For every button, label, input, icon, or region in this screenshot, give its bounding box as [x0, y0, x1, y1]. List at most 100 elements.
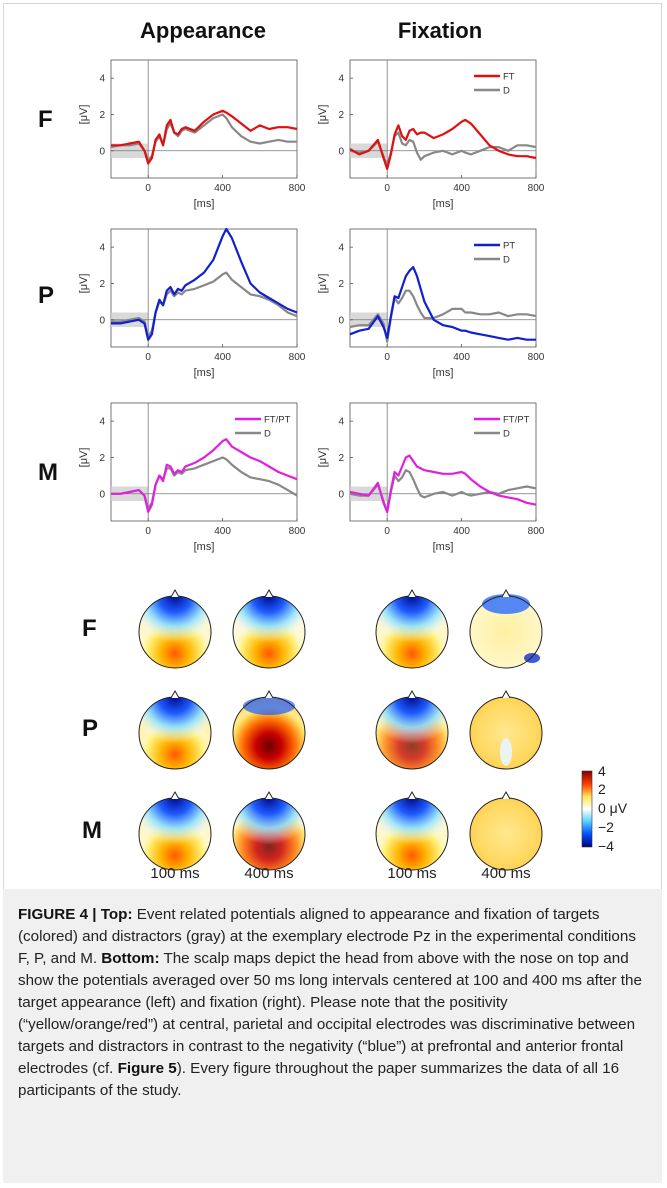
erp-xaxis-label: [ms] — [433, 541, 454, 553]
erp-panel-appearance-f: 0 2 4 0 400 800 [ms] [μV] — [78, 59, 306, 210]
erp-ytick-label: 4 — [99, 74, 105, 85]
scalp-map-m-fixation-100 — [375, 790, 449, 871]
caption-bottom-text-1: The scalp maps depict the head from abov… — [18, 950, 642, 1077]
erp-ytick-label: 0 — [338, 489, 344, 500]
erp-xaxis-label: [ms] — [194, 367, 215, 379]
erp-plot-frame — [110, 59, 298, 179]
erp-xaxis-label: [ms] — [433, 367, 454, 379]
scalp-row-label-m: M — [82, 817, 102, 844]
erp-xtick-label: 0 — [384, 352, 390, 363]
scalp-map-m-appearance-100 — [138, 790, 212, 871]
erp-xtick-label: 800 — [289, 352, 306, 363]
scalp-row-label-f: F — [82, 615, 97, 642]
colorbar-tick-0: 0 μV — [598, 800, 628, 816]
erp-xtick-label: 0 — [384, 526, 390, 537]
erp-ytick-label: 4 — [99, 417, 105, 428]
legend-label-d: D — [503, 86, 510, 97]
erp-xtick-label: 800 — [289, 183, 306, 194]
erp-yaxis-label: [μV] — [78, 448, 90, 468]
scalp-map-p-fixation-400 — [469, 689, 543, 770]
erp-xtick-label: 0 — [145, 352, 151, 363]
colorbar-gradient — [581, 770, 593, 848]
erp-xaxis-label: [ms] — [194, 198, 215, 210]
erp-xtick-label: 400 — [453, 526, 470, 537]
erp-ytick-label: 0 — [338, 315, 344, 326]
erp-panel-fixation-m: 0 2 4 0 400 800 [ms] [μV] FT/PT D — [317, 402, 545, 553]
scalp-row-label-p: P — [82, 715, 98, 742]
erp-series-ft-line — [349, 118, 537, 170]
scalp-time-label-appearance-400: 400 ms — [244, 865, 293, 882]
scalp-maps — [138, 588, 543, 871]
scalp-map-f-fixation-100 — [375, 588, 449, 669]
erp-ytick-label: 4 — [338, 243, 344, 254]
erp-ytick-label: 2 — [338, 110, 344, 121]
legend-label-d: D — [503, 429, 510, 440]
erp-yaxis-label: [μV] — [317, 105, 329, 125]
erp-ytick-label: 4 — [338, 417, 344, 428]
scalp-time-label-fixation-400: 400 ms — [481, 865, 530, 882]
colorbar-tick-4: 4 — [598, 763, 606, 779]
erp-ytick-label: 2 — [99, 110, 105, 121]
caption-bottom-label: Bottom: — [101, 950, 160, 967]
erp-series-ft-pt-line — [111, 438, 298, 513]
erp-plot-frame — [349, 228, 537, 348]
erp-ytick-label: 2 — [99, 453, 105, 464]
erp-ytick-label: 2 — [338, 279, 344, 290]
caption-top-text: Event related potentials aligned to appe… — [18, 906, 636, 967]
erp-plot-frame — [110, 402, 298, 522]
erp-ytick-label: 2 — [338, 453, 344, 464]
legend-label-ft: FT — [503, 72, 515, 83]
column-title-fixation: Fixation — [398, 18, 482, 43]
erp-series-pt-line — [349, 266, 536, 341]
legend-label-d: D — [503, 255, 510, 266]
erp-plot-frame — [349, 59, 537, 179]
column-title-appearance: Appearance — [140, 18, 266, 43]
erp-xtick-label: 800 — [528, 352, 545, 363]
colorbar-tick-minus2: −2 — [598, 819, 614, 835]
erp-xtick-label: 0 — [145, 183, 151, 194]
scalp-map-m-appearance-400 — [232, 790, 306, 871]
caption-figure-label: FIGURE 4 | — [18, 906, 101, 923]
legend-label-pt: PT — [503, 241, 515, 252]
erp-series-target-line — [111, 227, 298, 341]
scalp-map-p-appearance-400 — [232, 689, 306, 770]
erp-plot-frame — [110, 228, 298, 348]
erp-series-target-line — [111, 109, 298, 165]
colorbar: 4 2 0 μV −2 −4 — [581, 763, 628, 854]
erp-xtick-label: 400 — [453, 352, 470, 363]
erp-xtick-label: 800 — [528, 526, 545, 537]
erp-yaxis-label: [μV] — [317, 274, 329, 294]
erp-xtick-label: 800 — [289, 526, 306, 537]
scalp-map-p-appearance-100 — [138, 689, 212, 770]
caption-bottom-text-2: ). Every figure throughout the paper sum… — [18, 1060, 620, 1099]
erp-ytick-label: 4 — [338, 74, 344, 85]
erp-xtick-label: 400 — [453, 183, 470, 194]
erp-ytick-label: 4 — [99, 243, 105, 254]
erp-series-ft-pt-line — [349, 454, 537, 513]
erp-xtick-label: 400 — [214, 352, 231, 363]
erp-panel-fixation-f: 0 2 4 0 400 800 [ms] [μV] FT D — [317, 59, 545, 210]
caption-box — [3, 889, 662, 1183]
erp-yaxis-label: [μV] — [317, 448, 329, 468]
erp-panel-fixation-p: 0 2 4 0 400 800 [ms] [μV] PT D — [317, 228, 545, 379]
scalp-map-f-appearance-400 — [232, 588, 306, 669]
erp-row-label-m: M — [38, 459, 58, 486]
colorbar-tick-2: 2 — [598, 781, 606, 797]
erp-xtick-label: 400 — [214, 526, 231, 537]
erp-ytick-label: 0 — [99, 315, 105, 326]
caption-figure-ref: Figure 5 — [117, 1060, 177, 1077]
scalp-map-f-appearance-100 — [138, 588, 212, 669]
legend-label-d: D — [264, 429, 271, 440]
scalp-time-label-fixation-100: 100 ms — [387, 865, 436, 882]
erp-xaxis-label: [ms] — [194, 541, 215, 553]
legend-label-ft-pt: FT/PT — [503, 415, 530, 426]
erp-plot-frame — [349, 402, 537, 522]
scalp-time-label-appearance-100: 100 ms — [150, 865, 199, 882]
erp-xtick-label: 0 — [384, 183, 390, 194]
erp-xaxis-label: [ms] — [433, 198, 454, 210]
erp-panel-appearance-m: 0 2 4 0 400 800 [ms] [μV] FT/PT D — [78, 402, 306, 553]
erp-row-label-f: F — [38, 106, 53, 133]
erp-ytick-label: 2 — [99, 279, 105, 290]
scalp-map-p-fixation-100 — [375, 689, 449, 770]
